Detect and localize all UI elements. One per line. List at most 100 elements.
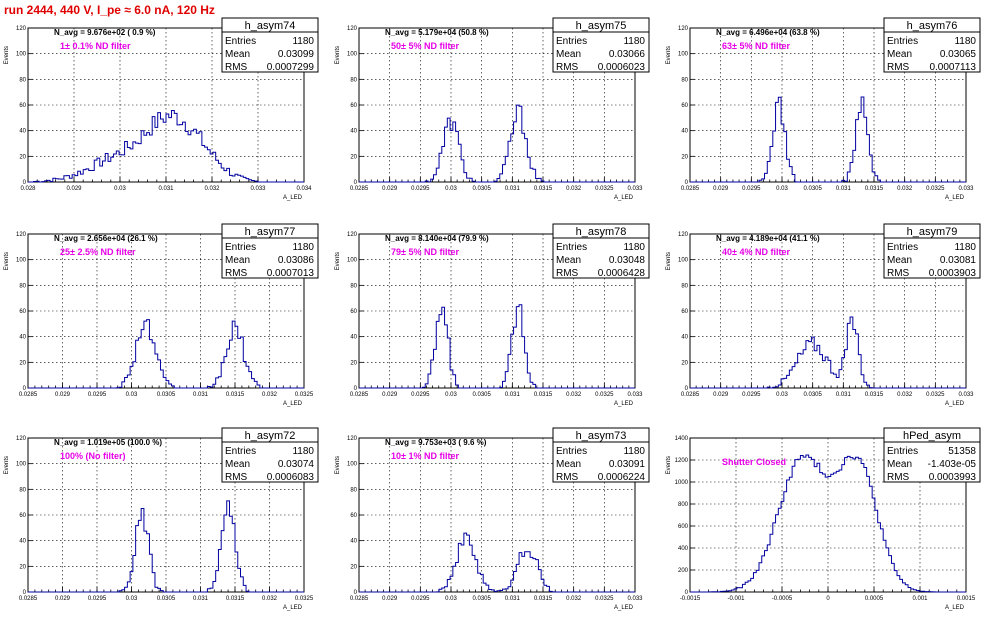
stats-mean-label: Mean <box>887 459 912 470</box>
y-tick-label: 100 <box>16 462 27 468</box>
y-tick-label: 120 <box>347 26 358 32</box>
x-tick-label: 0 <box>826 596 830 602</box>
stats-box <box>883 223 981 279</box>
stats-mean-value: 0.03048 <box>609 255 646 266</box>
x-tick-label: -0.0015 <box>680 596 701 602</box>
y-tick-label: 80 <box>19 77 26 83</box>
x-tick-label: -0.0005 <box>772 596 793 602</box>
navg-label: N_avg = 4.189e+04 (41.1 %) <box>716 234 820 243</box>
x-axis-label: A_LED <box>614 401 634 407</box>
y-tick-label: 0 <box>23 590 27 596</box>
x-tick-label: 0.031 <box>836 186 852 192</box>
stats-box <box>883 427 981 483</box>
y-tick-label: 100 <box>347 258 358 264</box>
stats-entries-label: Entries <box>225 446 256 457</box>
stats-mean-label: Mean <box>225 49 250 60</box>
x-tick-label: 0.031 <box>193 392 209 398</box>
histogram-panel-h_asym72: 0.0285 0.029 0.0295 0.03 0.0305 0.031 0.0315 0.… <box>0 427 319 632</box>
y-tick-label: 800 <box>678 502 689 508</box>
x-tick-label: 0.0305 <box>472 596 491 602</box>
stats-mean-value: 0.03091 <box>609 459 646 470</box>
x-tick-label: 0.029 <box>382 596 398 602</box>
stats-rms-value: 0.0006023 <box>598 62 646 73</box>
y-tick-label: 0 <box>685 590 689 596</box>
histogram-bins <box>359 532 635 593</box>
x-tick-label: 0.029 <box>55 596 71 602</box>
x-tick-label: 0.0325 <box>295 596 314 602</box>
stats-entries-value: 1180 <box>292 36 314 47</box>
x-tick-label: 0.031 <box>505 596 521 602</box>
stats-mean-value: 0.03074 <box>278 459 315 470</box>
histogram-panel-h_asym75: 0.0285 0.029 0.0295 0.03 0.0305 0.031 0.0315 0.… <box>331 17 650 222</box>
histogram-bins <box>28 500 304 593</box>
y-tick-label: 100 <box>678 52 689 58</box>
x-tick-label: 0.0285 <box>19 596 38 602</box>
x-tick-label: 0.03 <box>776 392 788 398</box>
stats-mean-value: 0.03099 <box>278 49 315 60</box>
y-tick-label: 20 <box>19 564 26 570</box>
y-tick-label: 20 <box>681 154 688 160</box>
y-tick-label: 100 <box>347 52 358 58</box>
y-tick-label: 40 <box>350 129 357 135</box>
x-tick-label: 0.0295 <box>742 186 761 192</box>
x-tick-label: 0.0285 <box>681 392 700 398</box>
y-tick-label: 60 <box>350 103 357 109</box>
x-tick-label: 0.0325 <box>595 392 614 398</box>
histogram-name: h_asym76 <box>907 20 958 32</box>
x-tick-label: 0.03 <box>126 392 138 398</box>
y-tick-label: 120 <box>16 436 27 442</box>
stats-rms-label: RMS <box>887 62 910 73</box>
x-tick-label: 0.031 <box>505 186 521 192</box>
x-tick-label: -0.001 <box>727 596 745 602</box>
filter-label: 50± 5% ND filter <box>391 41 459 51</box>
navg-label: N_avg = 9.753e+03 ( 9.6 %) <box>385 438 487 447</box>
x-tick-label: 0.0315 <box>226 596 245 602</box>
histogram-panel-hPed_asym: -0.0015 -0.001 -0.0005 0 0.0005 0.001 0.0015 0 2… <box>662 427 981 632</box>
plot-frame <box>689 437 967 593</box>
y-tick-label: 1000 <box>675 480 689 486</box>
stats-rms-value: 0.0003993 <box>929 472 977 483</box>
x-tick-label: 0.032 <box>566 596 582 602</box>
stats-entries-label: Entries <box>887 242 918 253</box>
histogram-svg-h_asym76: 0.0285 0.029 0.0295 0.03 0.0305 0.031 0.0315 0.… <box>666 17 981 201</box>
x-axis-label: A_LED <box>945 195 965 201</box>
y-tick-label: 40 <box>350 335 357 341</box>
stats-box <box>221 223 319 279</box>
x-tick-label: 0.0305 <box>803 186 822 192</box>
y-tick-label: 100 <box>347 462 358 468</box>
x-tick-label: 0.03 <box>445 186 457 192</box>
stats-mean-value: -1.403e-05 <box>928 459 977 470</box>
histogram-name: h_asym77 <box>245 226 296 238</box>
histogram-panel-h_asym74: 0.028 0.029 0.03 0.031 0.032 0.033 0.034 0 20 40 6… <box>0 17 319 222</box>
plot-frame <box>27 27 305 183</box>
stats-mean-value: 0.03065 <box>940 49 977 60</box>
stats-box <box>883 17 981 73</box>
y-tick-label: 0 <box>354 180 358 186</box>
stats-entries-value: 1180 <box>954 242 976 253</box>
x-tick-label: 0.03 <box>445 392 457 398</box>
histogram-svg-h_asym72: 0.0285 0.029 0.0295 0.03 0.0305 0.031 0.0315 0.… <box>4 427 319 611</box>
y-tick-label: 40 <box>19 335 26 341</box>
x-tick-label: 0.03 <box>776 186 788 192</box>
stats-mean-label: Mean <box>225 255 250 266</box>
stats-box <box>552 17 650 73</box>
y-tick-label: 80 <box>350 283 357 289</box>
y-tick-label: 80 <box>681 283 688 289</box>
stats-rms-label: RMS <box>887 268 910 279</box>
filter-label: Shutter Closed <box>722 457 786 467</box>
x-tick-label: 0.0315 <box>534 392 553 398</box>
y-tick-label: 40 <box>681 335 688 341</box>
plot-frame <box>358 437 636 593</box>
y-tick-label: 0 <box>354 590 358 596</box>
x-axis-label: A_LED <box>614 195 634 201</box>
x-axis-label: A_LED <box>614 605 634 611</box>
stats-rms-label: RMS <box>556 472 579 483</box>
x-tick-label: 0.0305 <box>472 392 491 398</box>
y-tick-label: 40 <box>350 539 357 545</box>
histogram-bins <box>690 96 966 183</box>
navg-label: N_avg = 8.140e+04 (79.9 %) <box>385 234 489 243</box>
x-tick-label: 0.032 <box>204 186 220 192</box>
stats-entries-label: Entries <box>887 36 918 47</box>
stats-entries-value: 1180 <box>292 446 314 457</box>
plot-frame <box>689 233 967 389</box>
